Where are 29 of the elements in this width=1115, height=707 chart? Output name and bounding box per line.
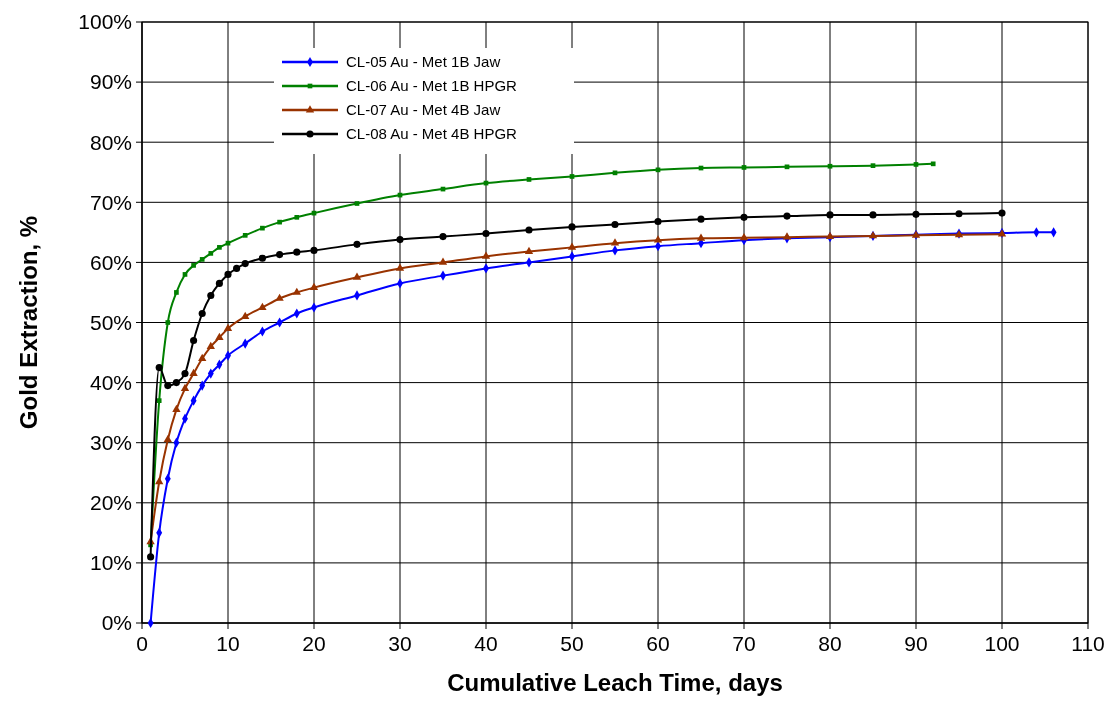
x-axis-title: Cumulative Leach Time, days (447, 669, 783, 696)
x-tick-label: 60 (646, 632, 670, 655)
y-tick-label: 30% (89, 431, 132, 455)
y-axis-title: Gold Extraction, % (15, 215, 42, 430)
legend-label: CL-08 Au - Met 4B HPGR (346, 125, 518, 143)
y-tick-label: 40% (89, 370, 132, 394)
y-tick-label: 50% (89, 310, 132, 334)
y-tick-label: 10% (89, 551, 132, 575)
x-tick-label: 80 (818, 632, 842, 655)
x-tick-label: 110 (1071, 632, 1105, 655)
legend-label: CL-06 Au - Met 1B HPGR (346, 77, 518, 95)
x-tick-label: 30 (388, 632, 412, 655)
x-tick-label: 70 (732, 632, 756, 655)
x-tick-label: 10 (216, 632, 240, 655)
y-tick-label: 60% (89, 250, 132, 274)
x-tick-label: 100 (984, 632, 1020, 655)
legend-label: CL-07 Au - Met 4B Jaw (346, 101, 501, 119)
legend-label: CL-05 Au - Met 1B Jaw (346, 53, 501, 71)
y-tick-label: 20% (89, 491, 132, 515)
x-tick-label: 20 (302, 632, 326, 655)
y-tick-label: 70% (89, 190, 132, 214)
y-tick-label: 0% (101, 611, 132, 635)
x-tick-label: 40 (474, 632, 498, 655)
x-tick-label: 90 (904, 632, 928, 655)
y-tick-label: 80% (89, 130, 132, 154)
y-tick-label: 90% (89, 70, 132, 94)
x-tick-label: 50 (560, 632, 584, 655)
y-tick-label: 100% (78, 10, 132, 34)
x-tick-label: 0 (136, 632, 148, 655)
